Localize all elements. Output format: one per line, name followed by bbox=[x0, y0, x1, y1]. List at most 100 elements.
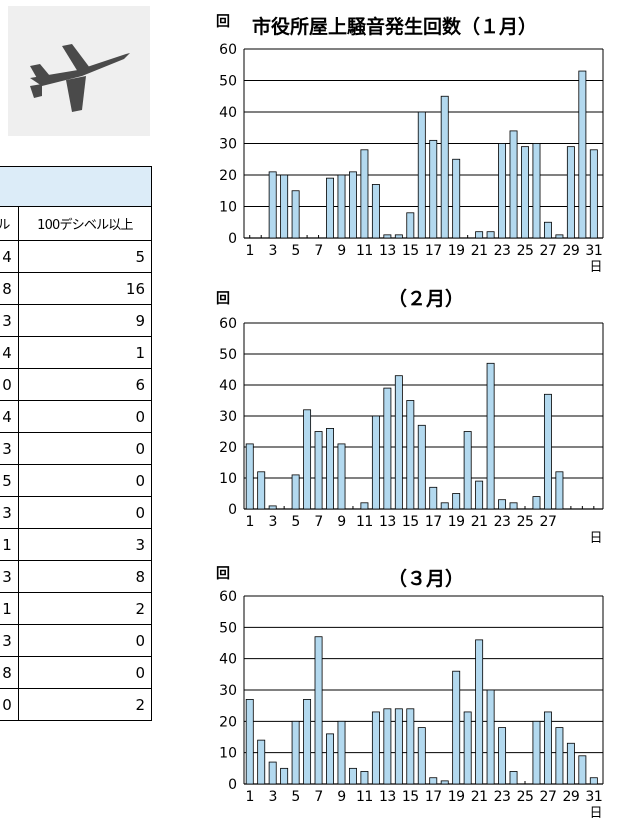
bar-day-15 bbox=[406, 212, 415, 239]
bar-day-13 bbox=[383, 708, 392, 785]
bar-day-18 bbox=[440, 95, 449, 239]
x-tick-label: 5 bbox=[291, 243, 299, 259]
x-tick-label: 23 bbox=[494, 789, 511, 805]
x-tick-label: 1 bbox=[246, 514, 254, 530]
bar-day-8 bbox=[326, 733, 334, 785]
x-tick-label: 9 bbox=[337, 789, 345, 805]
y-tick-label: 30 bbox=[219, 683, 237, 699]
x-tick-label: 11 bbox=[356, 789, 373, 805]
bar-day-28 bbox=[555, 234, 564, 239]
bar-day-22 bbox=[486, 689, 495, 785]
table-cell: 8 bbox=[17, 560, 153, 593]
charts-area: 回市役所屋上騒音発生回数（１月） 0 10 20 30 40 50 60 1 3 5 7 9 11 13 15… bbox=[208, 0, 632, 829]
x-tick-label: 25 bbox=[517, 789, 534, 805]
bar-day-4 bbox=[280, 767, 289, 785]
bar-day-24 bbox=[509, 130, 518, 239]
bar-day-19 bbox=[452, 670, 461, 785]
bar-day-5 bbox=[291, 720, 300, 785]
bar-day-13 bbox=[383, 387, 392, 510]
x-tick-label: 11 bbox=[356, 243, 373, 259]
x-tick-label: 5 bbox=[291, 514, 299, 530]
table-cell: 5 bbox=[17, 240, 153, 273]
x-tick-label: 17 bbox=[425, 514, 442, 530]
bar-day-4 bbox=[280, 174, 289, 239]
table-cell: 2 bbox=[17, 688, 153, 721]
table-cell: 4 bbox=[0, 400, 19, 433]
y-tick-label: 40 bbox=[219, 378, 237, 394]
y-tick-label: 60 bbox=[219, 42, 237, 58]
bar-day-11 bbox=[360, 149, 369, 239]
x-tick-label: 27 bbox=[540, 243, 557, 259]
bar-day-19 bbox=[452, 493, 461, 510]
bar-day-14 bbox=[394, 375, 403, 510]
bar-day-22 bbox=[486, 231, 495, 239]
y-tick-label: 40 bbox=[219, 105, 237, 121]
bar-day-31 bbox=[589, 777, 598, 785]
bar-day-9 bbox=[337, 443, 346, 510]
bar-day-24 bbox=[509, 771, 518, 785]
bar-day-24 bbox=[509, 502, 518, 510]
x-tick-label: 17 bbox=[425, 243, 442, 259]
bar-day-10 bbox=[349, 767, 357, 785]
x-tick-label: 19 bbox=[448, 789, 465, 805]
y-tick-label: 0 bbox=[228, 231, 237, 247]
x-tick-label: 1 bbox=[246, 789, 254, 805]
table-body: 4 5 8 16 3 9 4 1 0 6 4 0 3 0 5 0 3 0 1 3 3 8 1 2 3 0 8 0 0 2 bbox=[0, 240, 153, 721]
x-tick-label: 15 bbox=[402, 789, 419, 805]
y-tick-label: 0 bbox=[228, 777, 237, 793]
y-tick-label: 0 bbox=[228, 502, 237, 518]
bar-day-6 bbox=[303, 699, 312, 785]
bar-day-29 bbox=[566, 146, 575, 239]
y-tick-label: 10 bbox=[219, 471, 237, 487]
x-tick-label: 3 bbox=[268, 514, 276, 530]
table-column-header: 100デシベル以上 bbox=[17, 206, 153, 241]
table-cell: 3 bbox=[17, 528, 153, 561]
x-tick-label: 15 bbox=[402, 243, 419, 259]
table-cell: 0 bbox=[0, 688, 19, 721]
table-cell: 1 bbox=[0, 528, 19, 561]
table-column-header: ル bbox=[0, 206, 19, 241]
bar-day-26 bbox=[532, 143, 541, 239]
table-cell: 0 bbox=[17, 656, 153, 689]
x-tick-label: 19 bbox=[448, 243, 465, 259]
x-tick-label: 5 bbox=[291, 789, 299, 805]
table-cell: 8 bbox=[0, 656, 19, 689]
bar-day-21 bbox=[475, 231, 484, 239]
x-tick-label: 9 bbox=[337, 243, 345, 259]
y-tick-label: 30 bbox=[219, 137, 237, 153]
bar-day-26 bbox=[532, 720, 541, 785]
bar-day-17 bbox=[429, 486, 438, 510]
table-header-band bbox=[0, 166, 152, 207]
bar-day-8 bbox=[326, 427, 334, 510]
x-axis-label: 日 bbox=[589, 531, 602, 546]
bar-day-25 bbox=[521, 146, 529, 239]
bar-day-30 bbox=[578, 755, 587, 785]
bar-day-23 bbox=[498, 727, 507, 785]
bar-day-27 bbox=[543, 393, 552, 510]
bar-day-2 bbox=[257, 739, 266, 785]
bar-day-1 bbox=[245, 443, 254, 510]
x-tick-label: 23 bbox=[494, 514, 511, 530]
bar-day-18 bbox=[440, 502, 449, 510]
x-tick-label: 3 bbox=[268, 789, 276, 805]
y-tick-label: 20 bbox=[219, 714, 237, 730]
bar-day-8 bbox=[326, 177, 334, 239]
bar-day-10 bbox=[349, 171, 357, 239]
y-tick-label: 60 bbox=[219, 589, 237, 605]
bar-day-1 bbox=[245, 699, 254, 785]
bar-day-7 bbox=[314, 431, 323, 510]
bar-day-15 bbox=[406, 708, 415, 785]
x-tick-label: 31 bbox=[585, 789, 602, 805]
x-tick-label: 7 bbox=[314, 243, 322, 259]
bar-day-27 bbox=[543, 221, 552, 239]
x-tick-label: 21 bbox=[471, 243, 488, 259]
